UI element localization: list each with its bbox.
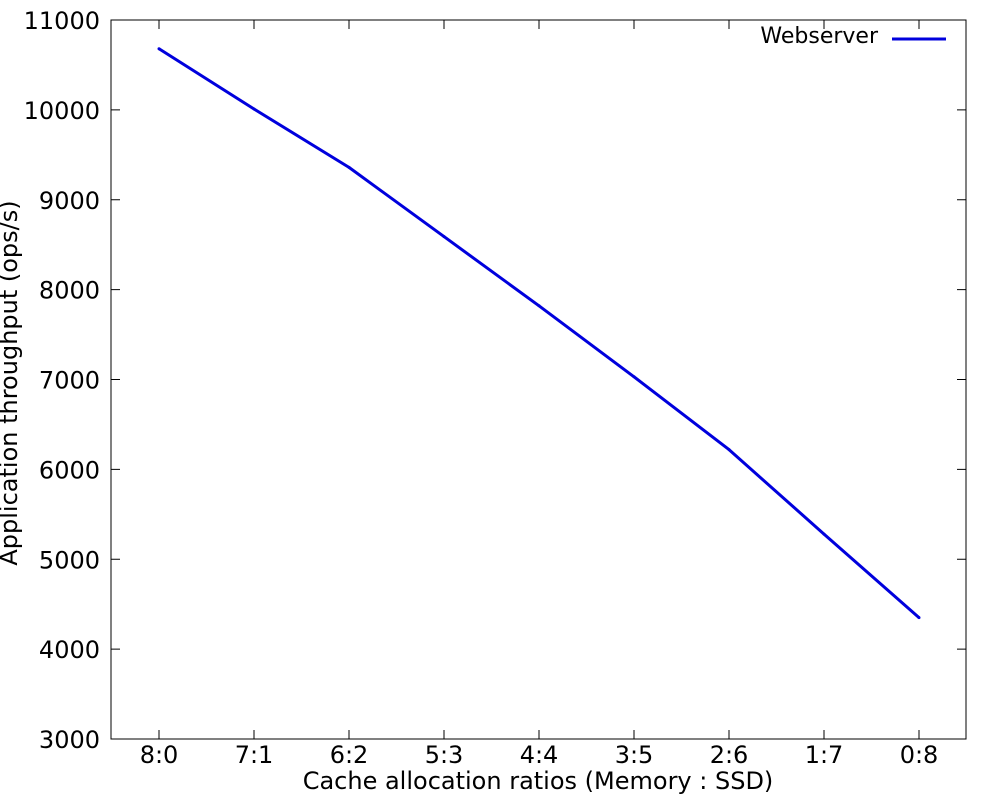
x-tick-label: 2:6 [710, 741, 749, 769]
x-tick-label: 8:0 [140, 741, 179, 769]
x-tick-label: 3:5 [615, 741, 654, 769]
data-point [632, 375, 636, 379]
data-point [347, 165, 351, 169]
y-tick-label: 8000 [39, 277, 100, 305]
data-point [822, 532, 826, 536]
y-axis: 3000 4000 5000 6000 7000 8000 9000 10000 11000 [24, 7, 966, 754]
y-tick-label: 6000 [39, 456, 100, 484]
series-line-webserver [158, 47, 920, 619]
x-tick-label: 4:4 [520, 741, 559, 769]
data-point [252, 107, 256, 111]
y-tick-label: 11000 [24, 7, 100, 35]
y-tick-label: 7000 [39, 367, 100, 395]
y-tick-label: 10000 [24, 97, 100, 125]
legend-label-webserver: Webserver [760, 24, 879, 49]
series-lines [157, 47, 921, 620]
y-tick-label: 9000 [39, 187, 100, 215]
data-point [917, 616, 921, 620]
data-point [442, 235, 446, 239]
data-point [537, 304, 541, 308]
y-tick-label: 3000 [39, 726, 100, 754]
x-tick-label: 1:7 [805, 741, 844, 769]
x-tick-label: 6:2 [330, 741, 369, 769]
x-axis-title: Cache allocation ratios (Memory : SSD) [303, 767, 774, 795]
data-point [157, 47, 161, 51]
x-axis: 8:0 7:1 6:2 5:3 4:4 3:5 2:6 1:7 0:8 [140, 20, 939, 769]
x-tick-label: 0:8 [900, 741, 939, 769]
y-tick-label: 4000 [39, 636, 100, 664]
x-tick-label: 5:3 [425, 741, 464, 769]
legend: Webserver [760, 24, 946, 49]
plot-area-frame [110, 19, 967, 740]
x-tick-label: 7:1 [235, 741, 274, 769]
y-tick-label: 5000 [39, 546, 100, 574]
y-axis-title: Application throughput (ops/s) [0, 200, 23, 565]
data-point [727, 448, 731, 452]
